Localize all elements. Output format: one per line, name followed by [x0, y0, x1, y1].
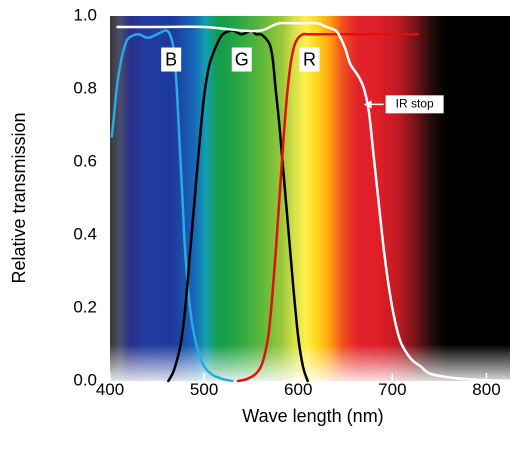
- x-tick-label-400: 400: [96, 380, 124, 399]
- annotations: B G R IR stop: [161, 47, 444, 114]
- x-tick-label-700: 700: [378, 380, 406, 399]
- curves: [110, 21, 516, 383]
- series-ir-stop-curve: [116, 21, 516, 383]
- label-box-b: [161, 47, 182, 72]
- y-tick-label-0.2: 0.2: [73, 297, 97, 316]
- x-tick-label-600: 600: [284, 380, 312, 399]
- ir-stop-label-box: [385, 95, 444, 114]
- ir-stop-label: IR stop: [396, 97, 434, 111]
- y-tick-label-0.6: 0.6: [73, 151, 97, 170]
- tick-labels: 400 500 600 700 800 0.0 0.2 0.4 0.6 0.8 1.0: [73, 5, 500, 399]
- x-tick-label-500: 500: [190, 380, 218, 399]
- y-tick-label-0.8: 0.8: [73, 78, 97, 97]
- series-label-r: R: [303, 49, 316, 69]
- series-label-g: G: [235, 49, 249, 69]
- series-g-curve: [167, 29, 309, 383]
- y-tick-label-0.4: 0.4: [73, 224, 97, 243]
- y-tick-label-1.0: 1.0: [73, 5, 97, 24]
- y-tick-label-0.0: 0.0: [73, 370, 97, 389]
- label-box-g: [231, 47, 252, 72]
- ir-stop-arrow-head: [363, 100, 372, 109]
- series-r-curve: [236, 32, 420, 383]
- series-b-curve: [110, 29, 234, 383]
- series-label-b: B: [165, 49, 177, 69]
- x-tick-label-800: 800: [472, 380, 500, 399]
- label-box-r: [299, 47, 320, 72]
- x-axis-title: Wave length (nm): [242, 406, 383, 426]
- y-axis-title: Relative transmission: [9, 112, 29, 283]
